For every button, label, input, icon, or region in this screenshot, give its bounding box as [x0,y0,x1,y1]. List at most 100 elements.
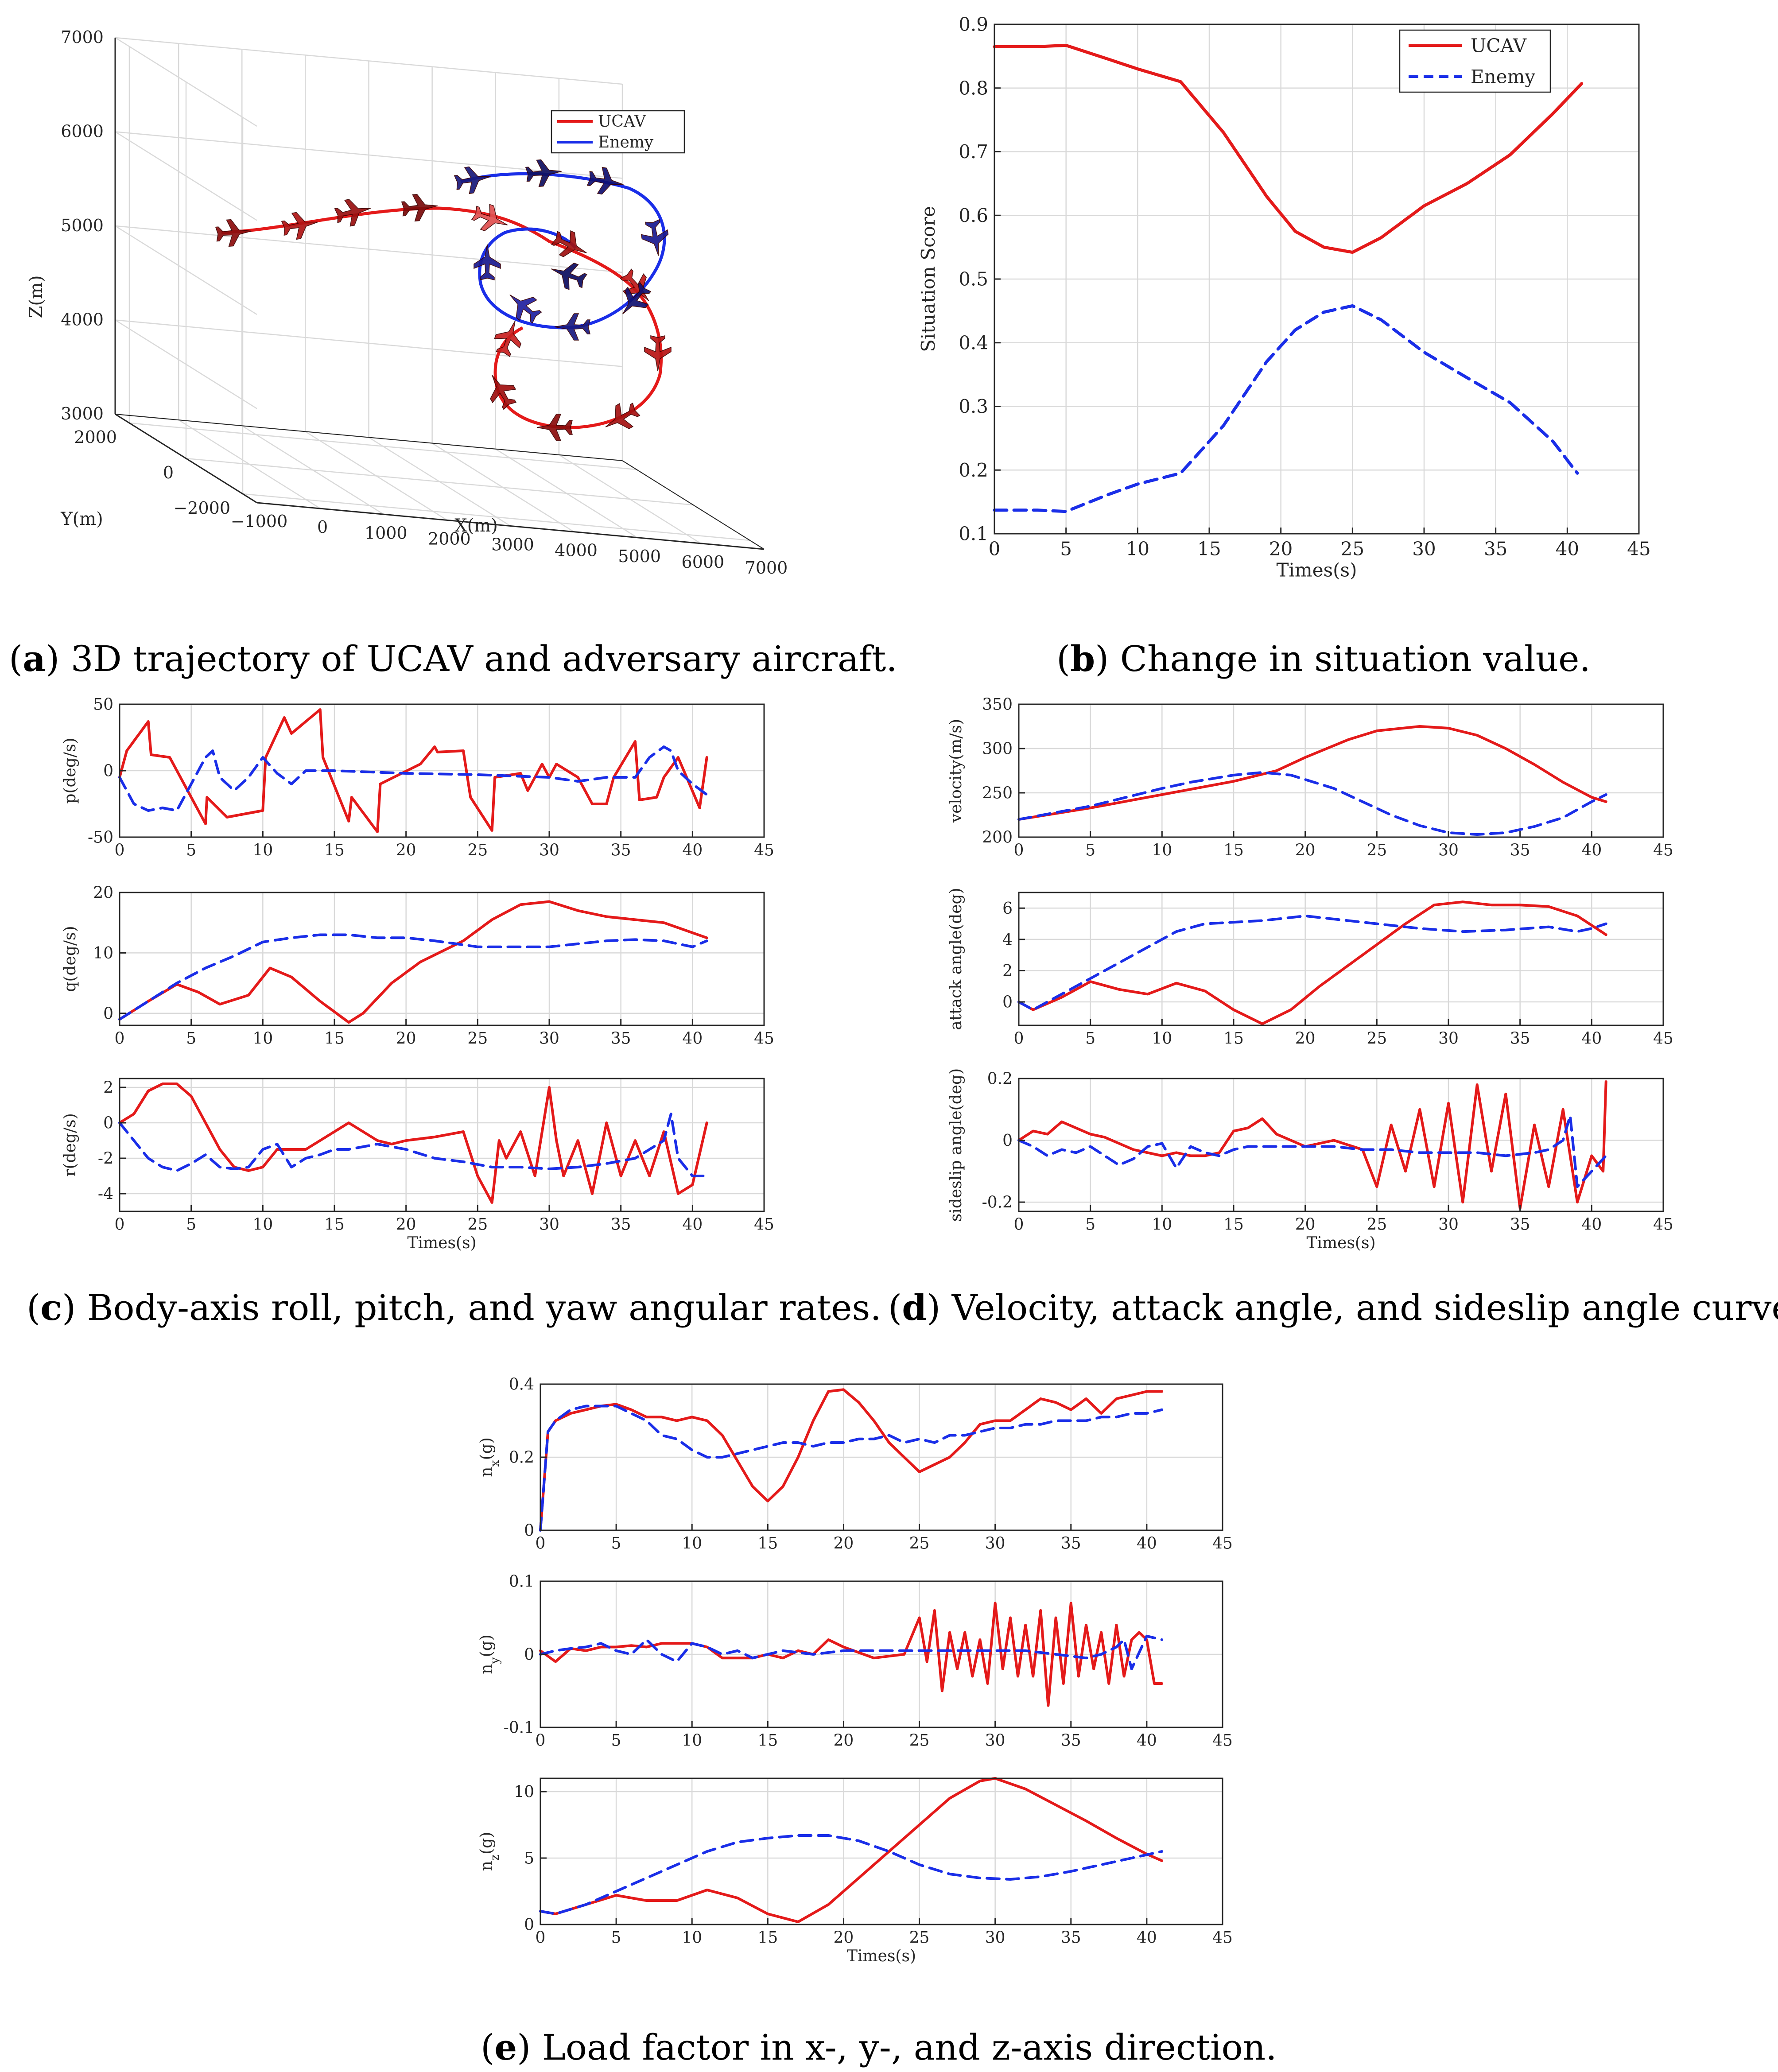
x-tick-label: 15 [1223,841,1244,859]
x-tick-label: 30 [1438,841,1459,859]
series-ucav-line [993,43,1584,254]
x-tick-label: 45 [754,1215,774,1234]
y-axis-label: sideslip angle(deg) [947,1068,965,1222]
x-tick-label: 40 [1137,1928,1157,1947]
enemy-aircraft-icon [622,282,652,314]
enemy-aircraft-icon [586,167,624,195]
x-tick-label: 0 [1014,1029,1024,1048]
caption-c-letter: c [40,1287,62,1328]
aircraft-shape [215,219,252,247]
aircraft-shape [644,335,672,372]
axes-frame [119,892,765,1026]
grid-line-floor-y [186,458,694,506]
enemy-aircraft-icon [454,166,491,194]
x-tick-label: 25 [909,1731,930,1750]
caption-d-text: Velocity, attack angle, and sideslip ang… [951,1287,1778,1328]
x-tick-label: 15 [757,1731,778,1750]
x-tick-label: 45 [1653,1215,1673,1234]
ucav-aircraft-icon [334,199,371,227]
legend-label-ucav: UCAV [1471,35,1527,57]
x-axis-label: Times(s) [1306,1234,1375,1252]
series-enemy-line [118,1113,708,1177]
aircraft-shape [471,204,508,231]
legend-label-enemy: Enemy [598,133,654,151]
y-tick-label: 6 [1002,900,1013,918]
series-enemy-line [118,745,708,812]
y-tick-label: -2 [98,1150,113,1168]
x-tick-label: 35 [1061,1731,1081,1750]
x-tick-label: 10 [252,1215,273,1234]
x-tick-label: 5 [1085,841,1095,859]
x-tick-label: 35 [1510,1029,1530,1048]
y-tick-label: 0.9 [959,14,988,35]
x-tick-label: 40 [1556,538,1579,559]
caption-e-letter: e [494,2026,517,2068]
y-tick-label: 350 [982,696,1013,714]
y-tick-label: 0.2 [987,1070,1013,1088]
x-tick-label: 0 [1014,1215,1024,1234]
x-tick-label: 10 [682,1731,702,1750]
chart-d1: 0 5 10 15 20 25 30 35 40 45 200 250 300 350 velocity(m… [947,696,1673,860]
plot-area [540,1778,1223,1925]
x-tick-label: 10 [682,1534,702,1552]
plot-area [120,892,764,1025]
series-ucav-line [118,900,708,1024]
y-tick-label: -50 [88,829,113,847]
grid-line-side-z [115,319,257,409]
x-tick-label: 30 [539,841,559,859]
x-tick-label: 20 [396,1029,416,1048]
grid-line-side-z [115,131,257,221]
x-tick-label: 3000 [491,535,534,555]
chart-c3: 0 5 10 15 20 25 30 35 40 45 -4 -2 0 2 Times(s) r(deg/s) [61,1078,774,1252]
y-tick-label: 0 [103,762,113,780]
x-tick-label: 30 [985,1534,1005,1552]
caption-b-letter: b [1070,638,1095,679]
axes-frame [1018,703,1664,838]
x-tick-label: 20 [834,1928,854,1947]
series-ucav-line [118,1083,708,1204]
x-tick-label: 20 [396,1215,416,1234]
series-ucav-line [539,1388,1164,1532]
y-tick-label: 4 [1002,931,1013,949]
aircraft-shape [401,194,438,222]
z-tick-label: 3000 [61,404,104,423]
x-tick-label: 35 [1510,841,1530,859]
x-tick-label: 45 [1653,1029,1673,1048]
y-tick-label: 20 [93,884,113,902]
y-tick-label: −2000 [173,498,230,518]
y-axis-label: r(deg/s) [61,1113,79,1176]
x-tick-label: 40 [682,841,703,859]
x-axis-label: Times(s) [847,1947,916,1965]
z-tick-label: 4000 [61,310,104,330]
caption-d-letter: d [902,1287,927,1328]
chart-d2: 0 5 10 15 20 25 30 35 40 45 0 2 4 6 attack angle(deg) [947,888,1673,1048]
x-tick-label: 30 [985,1928,1005,1947]
grid-line-floor-y [129,422,637,470]
grid-line-side-z [115,225,257,315]
x-tick-label: 0 [536,1534,546,1552]
chart-a: −1000 0 1000 2000 3000 4000 5000 6000 7000 −2000 0… [26,27,788,578]
axes-frame [1018,892,1664,1026]
y-tick-label: 2000 [74,427,117,447]
x-tick-label: 0 [317,517,328,537]
y-tick-label: 0.1 [509,1573,534,1591]
series-ucav-line [539,1602,1164,1707]
x-tick-label: 20 [1295,1029,1316,1048]
y-tick-label: 0.5 [959,268,988,290]
caption-a: (a) 3D trajectory of UCAV and adversary … [9,638,897,679]
y-tick-label: 0.4 [509,1376,534,1394]
x-tick-label: 10 [1152,841,1172,859]
x-tick-label: 45 [1653,841,1673,859]
x-tick-label: 7000 [745,558,788,578]
legend-box [1399,29,1551,93]
y-tick-label: 50 [93,696,113,714]
x-tick-label: 10 [252,841,273,859]
legend-label-ucav: UCAV [598,113,646,131]
x-tick-label: 25 [1366,841,1387,859]
x-tick-label: 15 [1223,1029,1244,1048]
aircraft-shape [334,199,371,227]
x-tick-label: 45 [1627,538,1650,559]
grid-line-back-z [115,37,623,85]
aircraft-shape [525,159,562,187]
